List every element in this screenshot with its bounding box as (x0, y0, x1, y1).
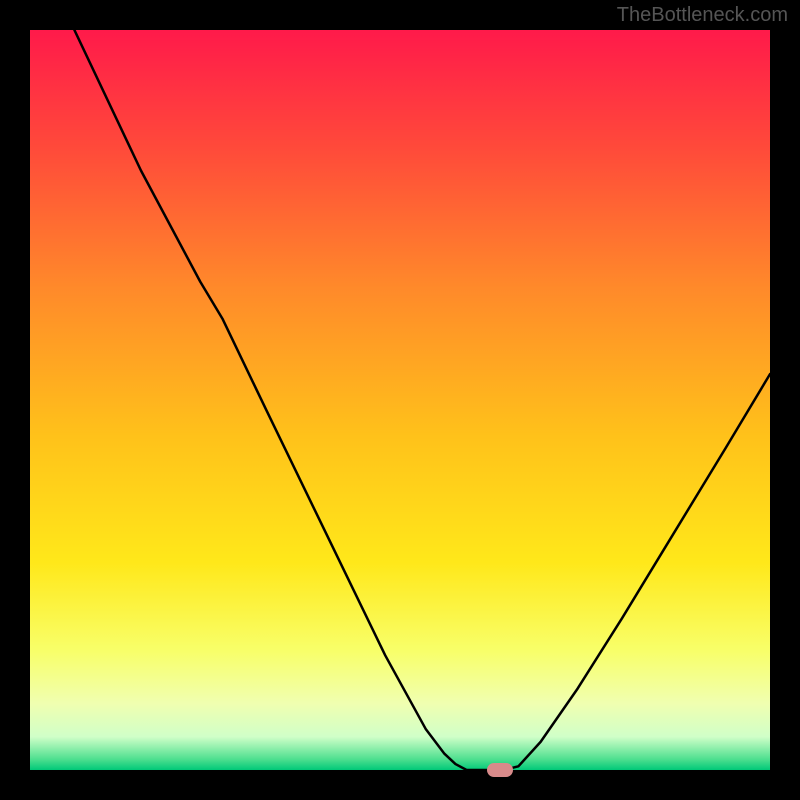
bottleneck-curve (30, 30, 770, 770)
chart-plot-area (30, 30, 770, 770)
optimal-marker (487, 763, 513, 777)
curve-path (74, 30, 770, 770)
watermark-text: TheBottleneck.com (617, 4, 788, 27)
